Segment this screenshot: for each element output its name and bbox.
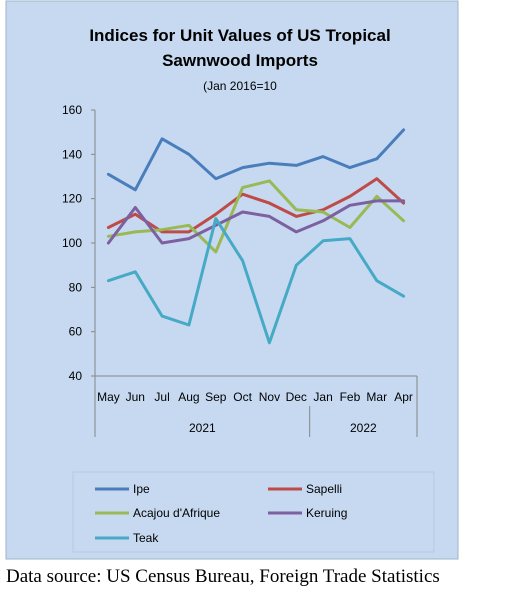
series-line-keruing [106,199,406,245]
x-tick-label: Sep [205,390,227,404]
x-axis [94,375,418,437]
x-tick-label: Jul [154,390,169,404]
y-tick-label: 80 [69,280,83,294]
legend-label: Ipe [133,482,150,496]
legend-label: Keruing [306,506,347,520]
series-line-acajou-d-afrique [106,179,406,254]
x-tick-labels: May Jun Jul Aug Sep Oct Nov Dec Jan Feb Mar Apr [97,390,413,404]
x-tick-label: Jun [126,390,145,404]
series-line-ipe [106,128,406,192]
series-lines [106,128,406,345]
year-label: 2021 [189,421,216,435]
year-label: 2022 [350,421,377,435]
legend: Ipe Sapelli Acajou d'Afrique Keruing Teak [95,482,347,545]
x-tick-label: Nov [259,390,280,404]
year-labels: 2021 2022 [189,421,377,435]
y-tick-label: 120 [62,192,82,206]
x-tick-label: Aug [178,390,199,404]
chart-subtitle: (Jan 2016=10 [203,79,277,93]
x-tick-label: Feb [340,390,361,404]
plot-area [95,110,417,376]
legend-box [72,471,435,553]
chart-title-line-1: Indices for Unit Values of US Tropical [89,26,390,45]
data-source-caption: Data source: US Census Bureau, Foreign T… [6,566,440,587]
y-tick-label: 40 [69,369,83,383]
legend-label: Acajou d'Afrique [133,506,220,520]
x-tick-label: Dec [286,390,307,404]
y-axis: 40 60 80 100 120 140 160 [62,103,96,383]
legend-label: Teak [133,531,159,545]
y-tick-label: 160 [62,103,82,117]
series-line-teak [106,217,406,345]
x-tick-label: Jan [313,390,332,404]
x-tick-label: May [97,390,120,404]
chart-title-line-2: Sawnwood Imports [162,51,318,70]
legend-label: Sapelli [306,482,342,496]
x-tick-label: Apr [394,390,413,404]
x-tick-label: Mar [366,390,387,404]
y-tick-label: 140 [62,147,82,161]
chart-frame: Indices for Unit Values of US Tropical S… [5,0,459,560]
y-tick-label: 100 [62,236,82,250]
x-tick-label: Oct [233,390,252,404]
y-tick-label: 60 [69,325,83,339]
